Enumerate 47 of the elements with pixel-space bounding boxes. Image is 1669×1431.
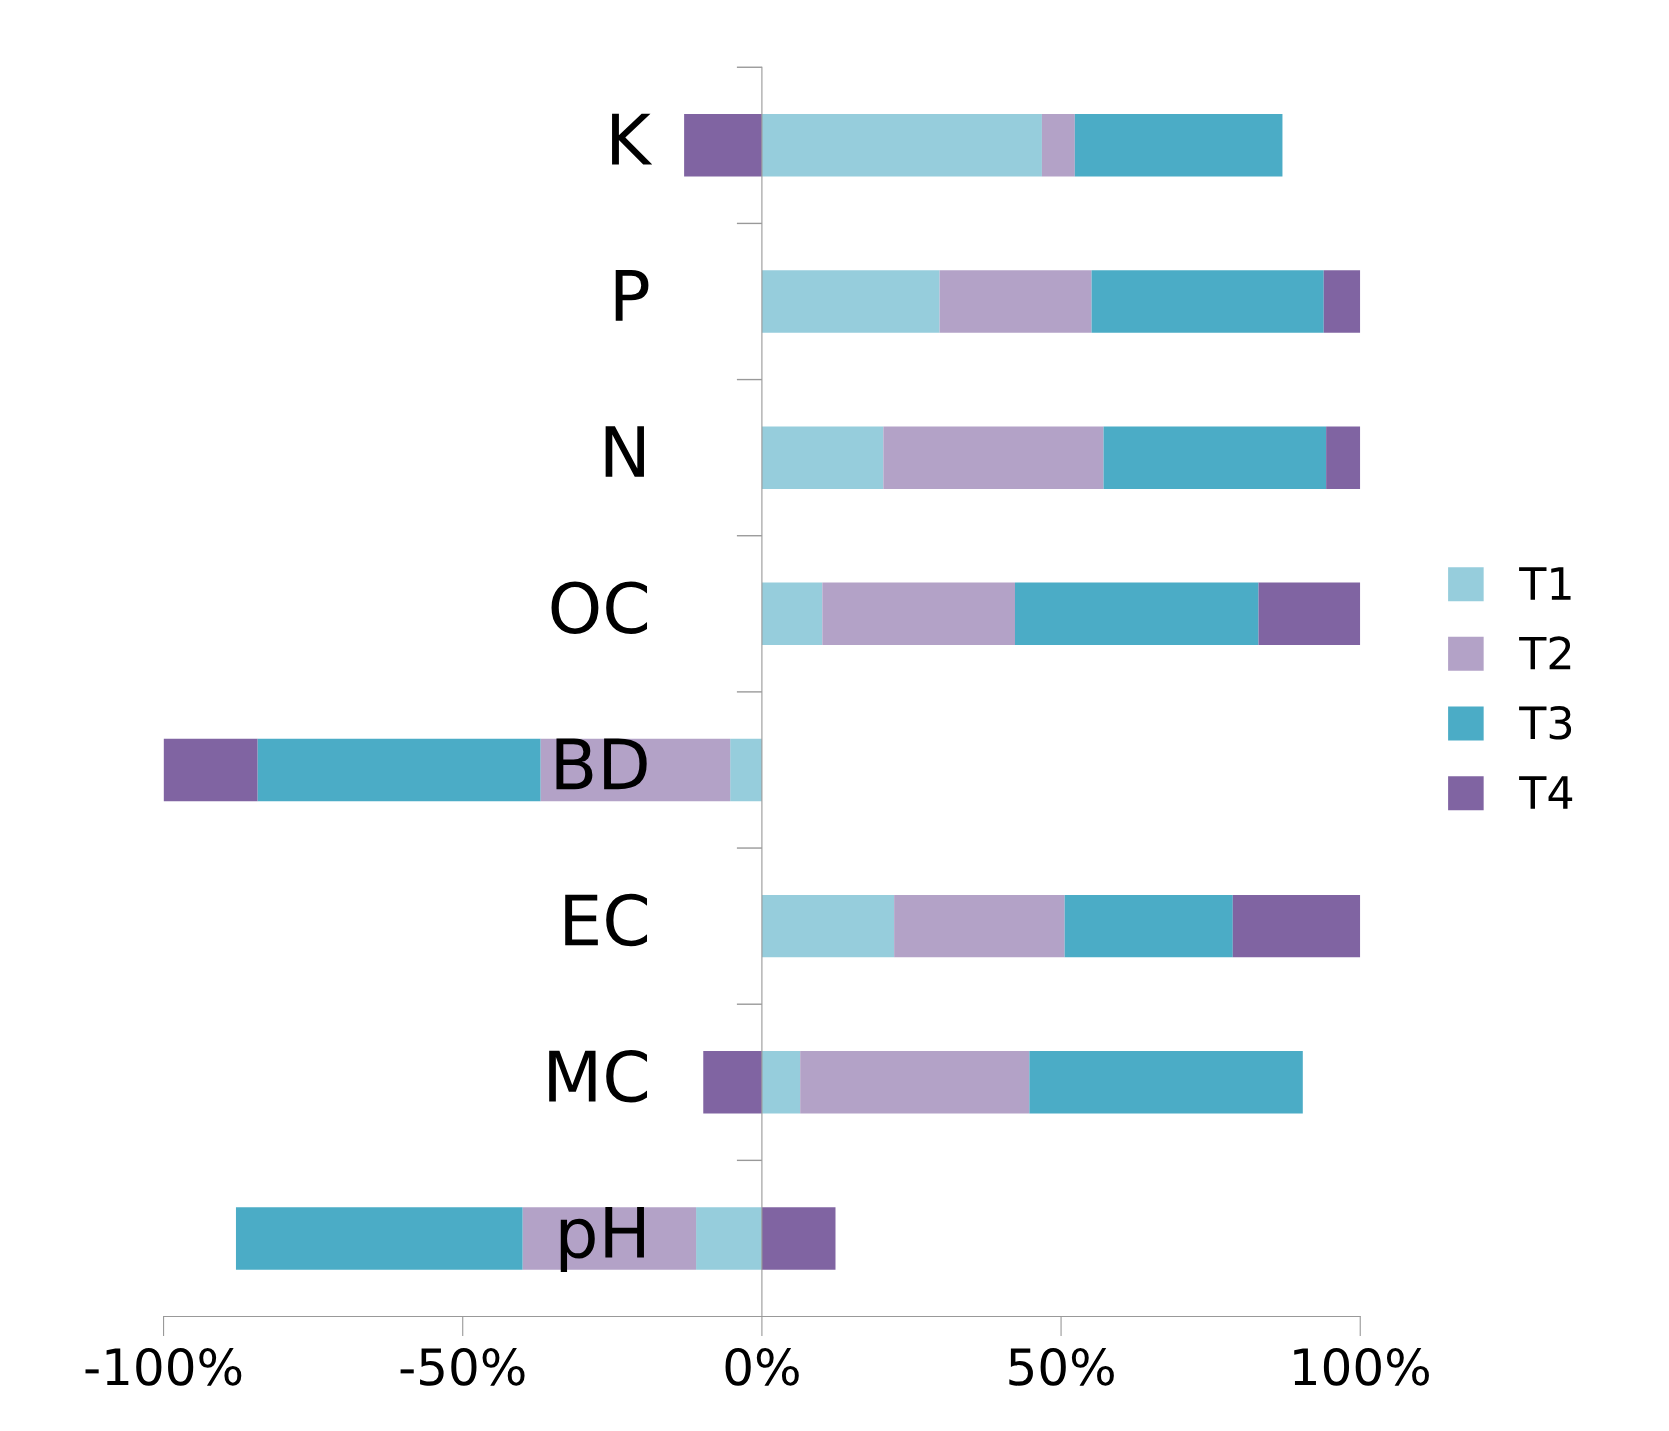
- bar: [1323, 270, 1361, 333]
- y-tick-label: OC: [551, 581, 648, 634]
- x-tick-label: 100%: [1294, 1347, 1429, 1386]
- y-tick-label: P: [615, 270, 649, 321]
- y-tick-label: N: [605, 426, 644, 477]
- bar: [761, 426, 884, 489]
- x-tick-label: 50%: [1009, 1347, 1114, 1386]
- bar: [703, 1051, 762, 1114]
- bar: [761, 114, 1042, 177]
- bar: [894, 894, 1065, 958]
- bar: [696, 1207, 762, 1270]
- y-tick-label: BD: [556, 738, 647, 790]
- bar: [761, 270, 940, 333]
- bar: [730, 738, 762, 802]
- bar: [800, 1051, 1030, 1114]
- x-tick-label: -100%: [85, 1347, 242, 1386]
- bar: [761, 894, 895, 958]
- bar: [761, 582, 823, 646]
- legend-label: T4: [1519, 776, 1573, 809]
- bar: [883, 426, 1104, 489]
- y-tick-label: MC: [549, 1049, 648, 1103]
- legend-label: T2: [1519, 636, 1571, 670]
- y-tick-label: EC: [565, 893, 648, 947]
- bar: [257, 738, 541, 802]
- bar: [163, 738, 258, 802]
- legend-label: T3: [1519, 706, 1572, 740]
- bar: [1258, 582, 1361, 646]
- bar: [939, 270, 1092, 333]
- y-tick-label: K: [612, 113, 653, 165]
- bar: [1074, 114, 1283, 177]
- bar: [1041, 114, 1075, 177]
- bar: [1064, 894, 1233, 958]
- bar: [1014, 582, 1259, 646]
- bar: [684, 114, 762, 177]
- bar: [1029, 1051, 1303, 1114]
- bar: [761, 1207, 836, 1270]
- y-tick-label: pH: [560, 1206, 644, 1273]
- bar: [1091, 270, 1324, 333]
- bar: [235, 1207, 523, 1270]
- bar: [761, 1051, 801, 1114]
- bar: [822, 582, 1015, 646]
- bar: [1103, 426, 1327, 489]
- legend-label: T1: [1519, 567, 1571, 600]
- bar: [1232, 894, 1361, 958]
- x-tick-label: 0%: [725, 1347, 799, 1386]
- bar: [1326, 426, 1361, 489]
- x-tick-label: -50%: [400, 1347, 525, 1386]
